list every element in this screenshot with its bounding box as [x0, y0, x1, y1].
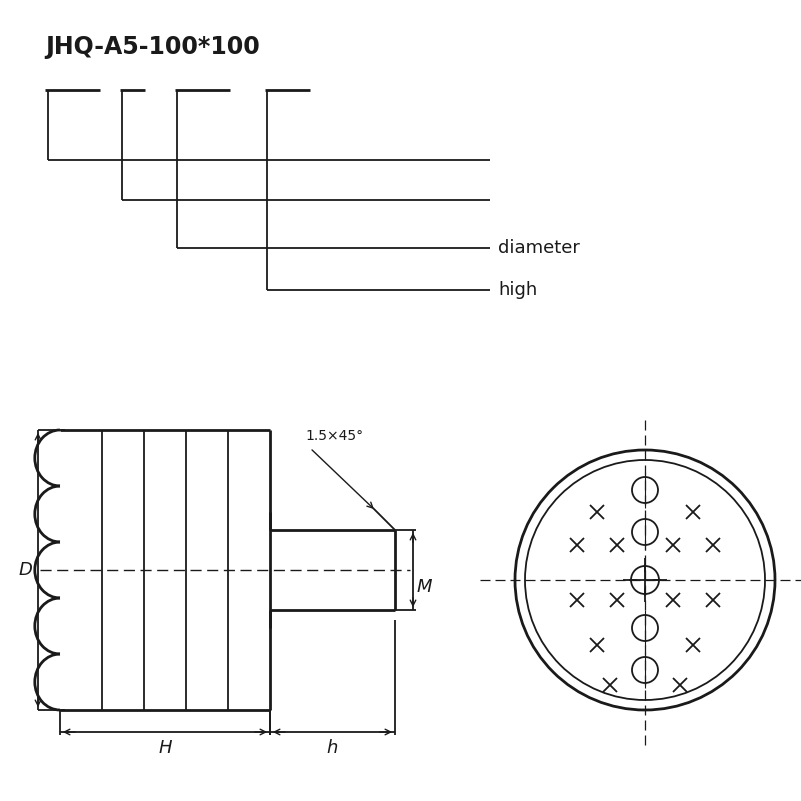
- Text: JHQ-A5-100*100: JHQ-A5-100*100: [45, 35, 260, 59]
- Text: D: D: [18, 561, 32, 579]
- Text: H: H: [159, 739, 171, 757]
- Text: h: h: [327, 739, 338, 757]
- Text: diameter: diameter: [498, 239, 580, 257]
- Text: high: high: [498, 281, 537, 299]
- Text: 1.5×45°: 1.5×45°: [305, 429, 363, 443]
- Text: M: M: [417, 578, 433, 596]
